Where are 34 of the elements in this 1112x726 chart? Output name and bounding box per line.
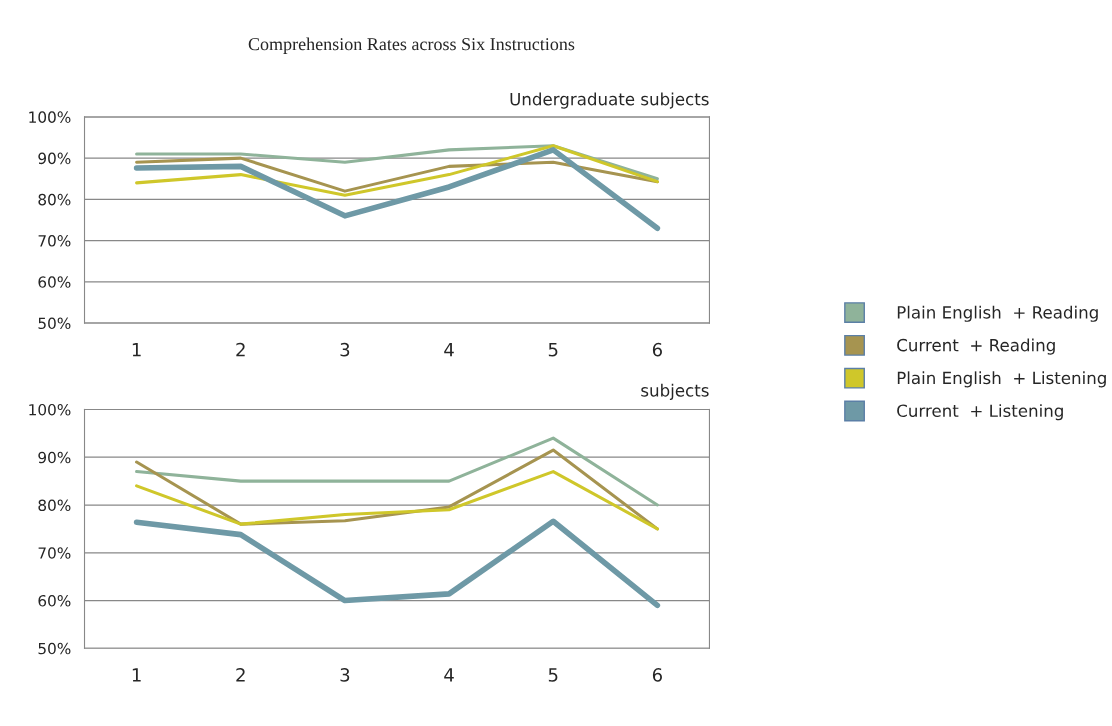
x-tick-label: 5 xyxy=(548,668,558,682)
chart-subtitle: subjects xyxy=(641,383,709,400)
x-tick-label: 5 xyxy=(548,343,558,357)
x-tick-label: 4 xyxy=(444,668,454,682)
x-tick-label: 4 xyxy=(444,343,454,357)
y-tick-label: 80% xyxy=(38,499,71,512)
y-tick-label: 90% xyxy=(38,451,71,464)
y-tick-label: 100% xyxy=(29,111,71,123)
line-series xyxy=(135,144,659,197)
y-tick-label: 60% xyxy=(38,595,71,607)
y-tick-label: 80% xyxy=(38,193,71,206)
x-tick-label: 1 xyxy=(132,668,141,682)
y-tick-label: 60% xyxy=(38,276,71,288)
legend-label: Plain English + Listening xyxy=(897,371,1106,388)
legend-label: Plain English + Reading xyxy=(897,305,1098,322)
x-tick-label: 2 xyxy=(236,668,245,682)
x-tick-label: 6 xyxy=(652,668,662,682)
chart-title: Comprehension Rates across Six Instructions xyxy=(248,37,575,54)
legend-label: Current + Listening xyxy=(897,404,1063,421)
x-tick-label: 1 xyxy=(132,343,141,357)
x-tick-label: 3 xyxy=(340,342,350,357)
line-series xyxy=(135,470,659,531)
line-series xyxy=(135,436,659,507)
y-tick-label: 70% xyxy=(38,547,71,559)
y-tick-label: 50% xyxy=(38,317,71,330)
x-tick-label: 2 xyxy=(236,342,245,357)
y-tick-label: 90% xyxy=(38,152,71,165)
legend-label: Current + Reading xyxy=(897,338,1055,355)
chart-subtitle: Undergraduate subjects xyxy=(510,92,709,109)
x-tick-label: 6 xyxy=(652,342,662,357)
y-tick-label: 70% xyxy=(38,235,71,247)
x-tick-label: 3 xyxy=(340,668,350,682)
y-tick-label: 100% xyxy=(29,403,71,416)
y-tick-label: 50% xyxy=(38,642,71,655)
